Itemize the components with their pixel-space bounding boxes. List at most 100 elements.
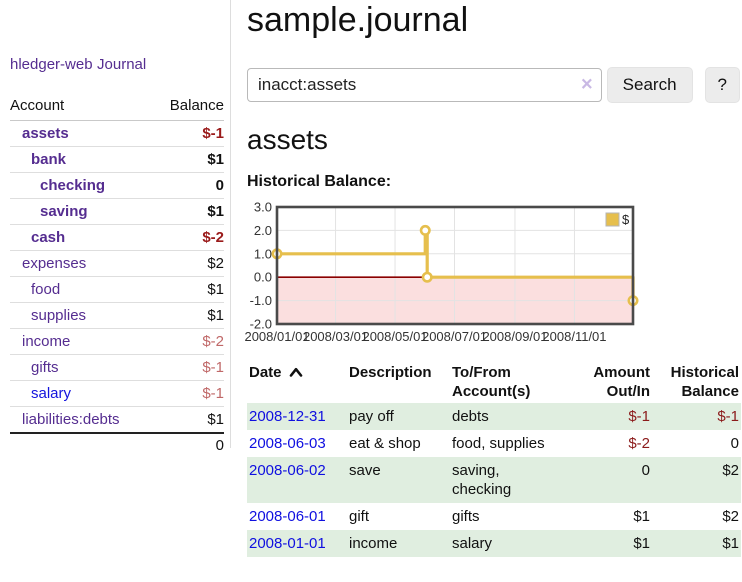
account-balance: $1 [153,146,224,173]
account-balance: $1 [153,406,224,434]
account-row: income $-2 [10,328,224,355]
account-link[interactable]: expenses [22,255,87,272]
transaction-date-link[interactable]: 2008-06-02 [249,461,326,479]
x-axis-tick-label: 2008/11/01 [542,329,606,344]
account-balance: $-1 [153,120,224,147]
account-balance: $-2 [153,328,224,355]
table-row: 2008-12-31 pay off debts $-1 $-1 [247,402,741,430]
transaction-amount: 0 [641,461,650,479]
transaction-description: income [349,534,398,552]
table-row: 2008-01-01 income salary $1 $1 [247,529,741,557]
account-balance: $1 [153,302,224,329]
search-input[interactable] [247,68,602,103]
accounts-table-body: assets $-1 bank $1 checking 0 saving $1 cash $-2 e… [10,120,224,434]
account-balance: $-1 [153,380,224,407]
data-point-marker [421,271,433,283]
transaction-date-link[interactable]: 2008-12-31 [249,407,326,425]
account-link[interactable]: gifts [31,359,59,376]
x-axis-tick-label: 2008/05/01 [362,329,427,344]
account-balance: $-2 [153,224,224,251]
accounts-table: Account Balance assets $-1 bank $1 checking 0… [10,94,224,458]
account-link[interactable]: cash [31,229,66,246]
account-row: checking 0 [10,172,224,199]
historical-balance-chart: $3.0 2.0 1.0 0.0 -1.0 -2.0 2008/01/01 2008/03/0… [244,199,740,346]
register-header-row: Date Description To/From Account(s) Amou… [247,361,741,403]
accounts-header-account: Account [10,94,154,121]
account-link[interactable]: food [31,281,61,298]
y-axis-tick-label: -2.0 [250,316,272,331]
account-row: assets $-1 [10,120,224,147]
account-link[interactable]: liabilities:debts [22,411,120,428]
sidebar: hledger-web Journal Account Balance asse… [0,0,231,458]
app-window: hledger-web Journal Account Balance asse… [0,0,741,557]
transaction-amount: $1 [633,534,650,552]
transaction-date-link[interactable]: 2008-01-01 [249,534,326,552]
table-row: 2008-06-03 eat & shop food, supplies $-2 0 [247,430,741,457]
account-row: bank $1 [10,146,224,173]
transaction-accounts: debts [452,407,489,425]
y-axis-tick-label: 1.0 [254,246,272,261]
transaction-description: eat & shop [349,434,421,452]
x-axis-tick-label: 2008/01/01 [244,329,309,344]
legend-swatch [605,212,620,227]
plot-border [275,205,635,325]
account-balance: 0 [153,172,224,199]
account-link[interactable]: checking [40,177,106,194]
y-axis-tick-label: 2.0 [254,222,272,237]
transaction-description: gift [349,507,370,525]
x-axis-tick-label: 2008/07/01 [422,329,487,344]
account-link[interactable]: supplies [31,307,87,324]
register-header-date[interactable]: Date [247,361,347,403]
transaction-balance: $2 [722,507,739,525]
account-link[interactable]: assets [22,125,69,142]
accounts-header-balance: Balance [153,94,224,121]
transaction-accounts: saving, checking [452,461,512,498]
transaction-amount: $-2 [628,434,650,452]
account-row: expenses $2 [10,250,224,277]
account-balance: $1 [153,198,224,225]
legend-label: $ [622,212,630,227]
sort-ascending-icon [289,367,302,377]
transaction-description: save [349,461,381,479]
search-bar: × Search ? [247,67,740,104]
sidebar-item-journal[interactable]: Journal [97,56,147,73]
chart-title: Historical Balance: [247,172,392,190]
app-title-link[interactable]: hledger-web [10,56,93,73]
register-header-amount: Amount Out/In [593,363,650,400]
account-row: gifts $-1 [10,354,224,381]
transaction-amount: $1 [633,507,650,525]
table-row: 2008-06-02 save saving, checking 0 $2 [247,456,741,503]
transaction-balance: $2 [722,461,739,479]
register-header-accounts: To/From Account(s) [452,363,531,400]
chart-canvas: $3.0 2.0 1.0 0.0 -1.0 -2.02008/01/012008/03/0… [244,199,639,344]
account-balance: $1 [153,276,224,303]
account-link[interactable]: income [22,333,71,350]
register-header-description: Description [349,363,432,381]
y-axis-tick-label: 3.0 [254,199,272,214]
account-row: cash $-2 [10,224,224,251]
y-axis-tick-label: -1.0 [250,293,272,308]
clear-search-icon[interactable]: × [580,73,593,96]
transaction-amount: $-1 [628,407,650,425]
search-button[interactable]: Search [606,67,693,104]
accounts-total-row: 0 [10,432,224,458]
search-box: × [247,68,602,103]
help-button[interactable]: ? [704,67,740,104]
account-row: liabilities:debts $1 [10,406,224,434]
account-link[interactable]: saving [40,203,88,220]
account-row: food $1 [10,276,224,303]
transaction-accounts: gifts [452,507,480,525]
transaction-date-link[interactable]: 2008-06-03 [249,434,326,452]
accounts-total-value: 0 [153,432,224,458]
transaction-accounts: food, supplies [452,434,545,452]
register-header-balance: Historical Balance [670,363,739,400]
account-balance: $2 [153,250,224,277]
transaction-description: pay off [349,407,394,425]
account-row: saving $1 [10,198,224,225]
y-axis-tick-label: 0.0 [254,269,272,284]
account-link[interactable]: bank [31,151,67,168]
transaction-balance: $1 [722,534,739,552]
account-row: salary $-1 [10,380,224,407]
transaction-date-link[interactable]: 2008-06-01 [249,507,326,525]
account-link[interactable]: salary [31,385,72,402]
